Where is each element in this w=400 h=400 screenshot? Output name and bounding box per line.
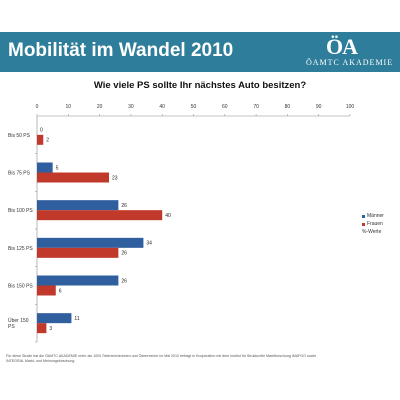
category-label: Bis 100 PS: [8, 208, 33, 214]
category-label: Über 150: [8, 317, 29, 324]
data-label: 34: [146, 241, 152, 247]
x-tick-label: 40: [159, 104, 165, 110]
data-label: 3: [49, 326, 52, 332]
x-tick-label: 50: [191, 104, 197, 110]
oeamtc-logo-icon: ÖA: [326, 34, 358, 59]
legend-item-maenner: Männer: [362, 212, 384, 220]
legend-swatch-maenner: [362, 214, 365, 218]
data-label: 26: [121, 278, 127, 284]
category-label: Bis 50 PS: [8, 133, 31, 139]
category-label: PS: [8, 324, 15, 330]
x-tick-label: 100: [346, 104, 355, 110]
bar-maenner: [37, 237, 144, 248]
legend-item-frauen: Frauen: [362, 220, 384, 228]
data-label: 26: [121, 203, 127, 209]
data-label: 0: [40, 128, 43, 134]
data-label: 26: [121, 251, 127, 257]
bar-frauen: [37, 172, 109, 183]
x-tick-label: 10: [66, 104, 72, 110]
legend: Männer Frauen %-Werte: [362, 212, 384, 236]
footnote: Für diese Studie hat die ÖAMTC AKADEMIE …: [6, 354, 317, 363]
bar-maenner: [37, 313, 72, 324]
x-tick-label: 70: [253, 104, 259, 110]
data-label: 23: [112, 175, 118, 181]
bar-maenner: [37, 200, 119, 211]
x-tick-label: 90: [316, 104, 322, 110]
legend-label-werte: %-Werte: [362, 229, 382, 235]
data-label: 5: [56, 165, 59, 171]
x-tick-label: 20: [97, 104, 103, 110]
data-label: 40: [165, 213, 171, 219]
legend-label-maenner: Männer: [367, 213, 384, 219]
header-banner: Mobilität im Wandel 2010 ÖA ÖAMTC AKADEM…: [0, 32, 400, 72]
bar-frauen: [37, 210, 163, 221]
bar-frauen: [37, 323, 47, 334]
logo-text: ÖAMTC AKADEMIE: [306, 58, 394, 67]
bar-frauen: [37, 134, 44, 145]
category-label: Bis 125 PS: [8, 246, 33, 252]
x-tick-label: 60: [222, 104, 228, 110]
data-label: 11: [74, 316, 79, 322]
data-label: 2: [46, 138, 49, 144]
data-label: 6: [59, 288, 62, 294]
x-tick-label: 30: [128, 104, 134, 110]
legend-item-werte: %-Werte: [362, 228, 384, 236]
legend-label-frauen: Frauen: [367, 221, 383, 227]
bar-frauen: [37, 285, 56, 296]
bar-maenner: [37, 162, 53, 173]
chart-title: Wie viele PS sollte Ihr nächstes Auto be…: [93, 80, 307, 91]
x-tick-label: 80: [285, 104, 291, 110]
bar-maenner: [37, 275, 119, 286]
category-label: Bis 150 PS: [8, 284, 33, 290]
bar-frauen: [37, 247, 119, 258]
category-label: Bis 75 PS: [8, 171, 31, 177]
x-tick-label: 0: [36, 104, 39, 110]
header-title: Mobilität im Wandel 2010: [8, 40, 234, 61]
legend-swatch-frauen: [362, 222, 365, 226]
